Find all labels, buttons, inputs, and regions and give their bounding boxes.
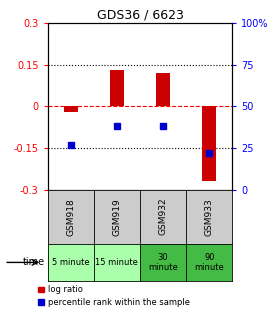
Text: 30
minute: 30 minute xyxy=(148,253,178,272)
Text: GSM932: GSM932 xyxy=(158,198,168,235)
Text: time: time xyxy=(23,257,45,267)
Legend: log ratio, percentile rank within the sample: log ratio, percentile rank within the sa… xyxy=(38,285,190,307)
Text: GSM918: GSM918 xyxy=(66,198,75,235)
Bar xyxy=(64,106,78,112)
Text: GDS36 / 6623: GDS36 / 6623 xyxy=(97,8,183,21)
Text: 15 minute: 15 minute xyxy=(95,258,138,267)
Text: 90
minute: 90 minute xyxy=(194,253,224,272)
Text: 5 minute: 5 minute xyxy=(52,258,90,267)
Text: GSM919: GSM919 xyxy=(112,198,122,235)
Bar xyxy=(156,73,170,106)
Text: GSM933: GSM933 xyxy=(205,198,214,235)
Bar xyxy=(110,70,124,106)
Bar xyxy=(202,106,216,181)
